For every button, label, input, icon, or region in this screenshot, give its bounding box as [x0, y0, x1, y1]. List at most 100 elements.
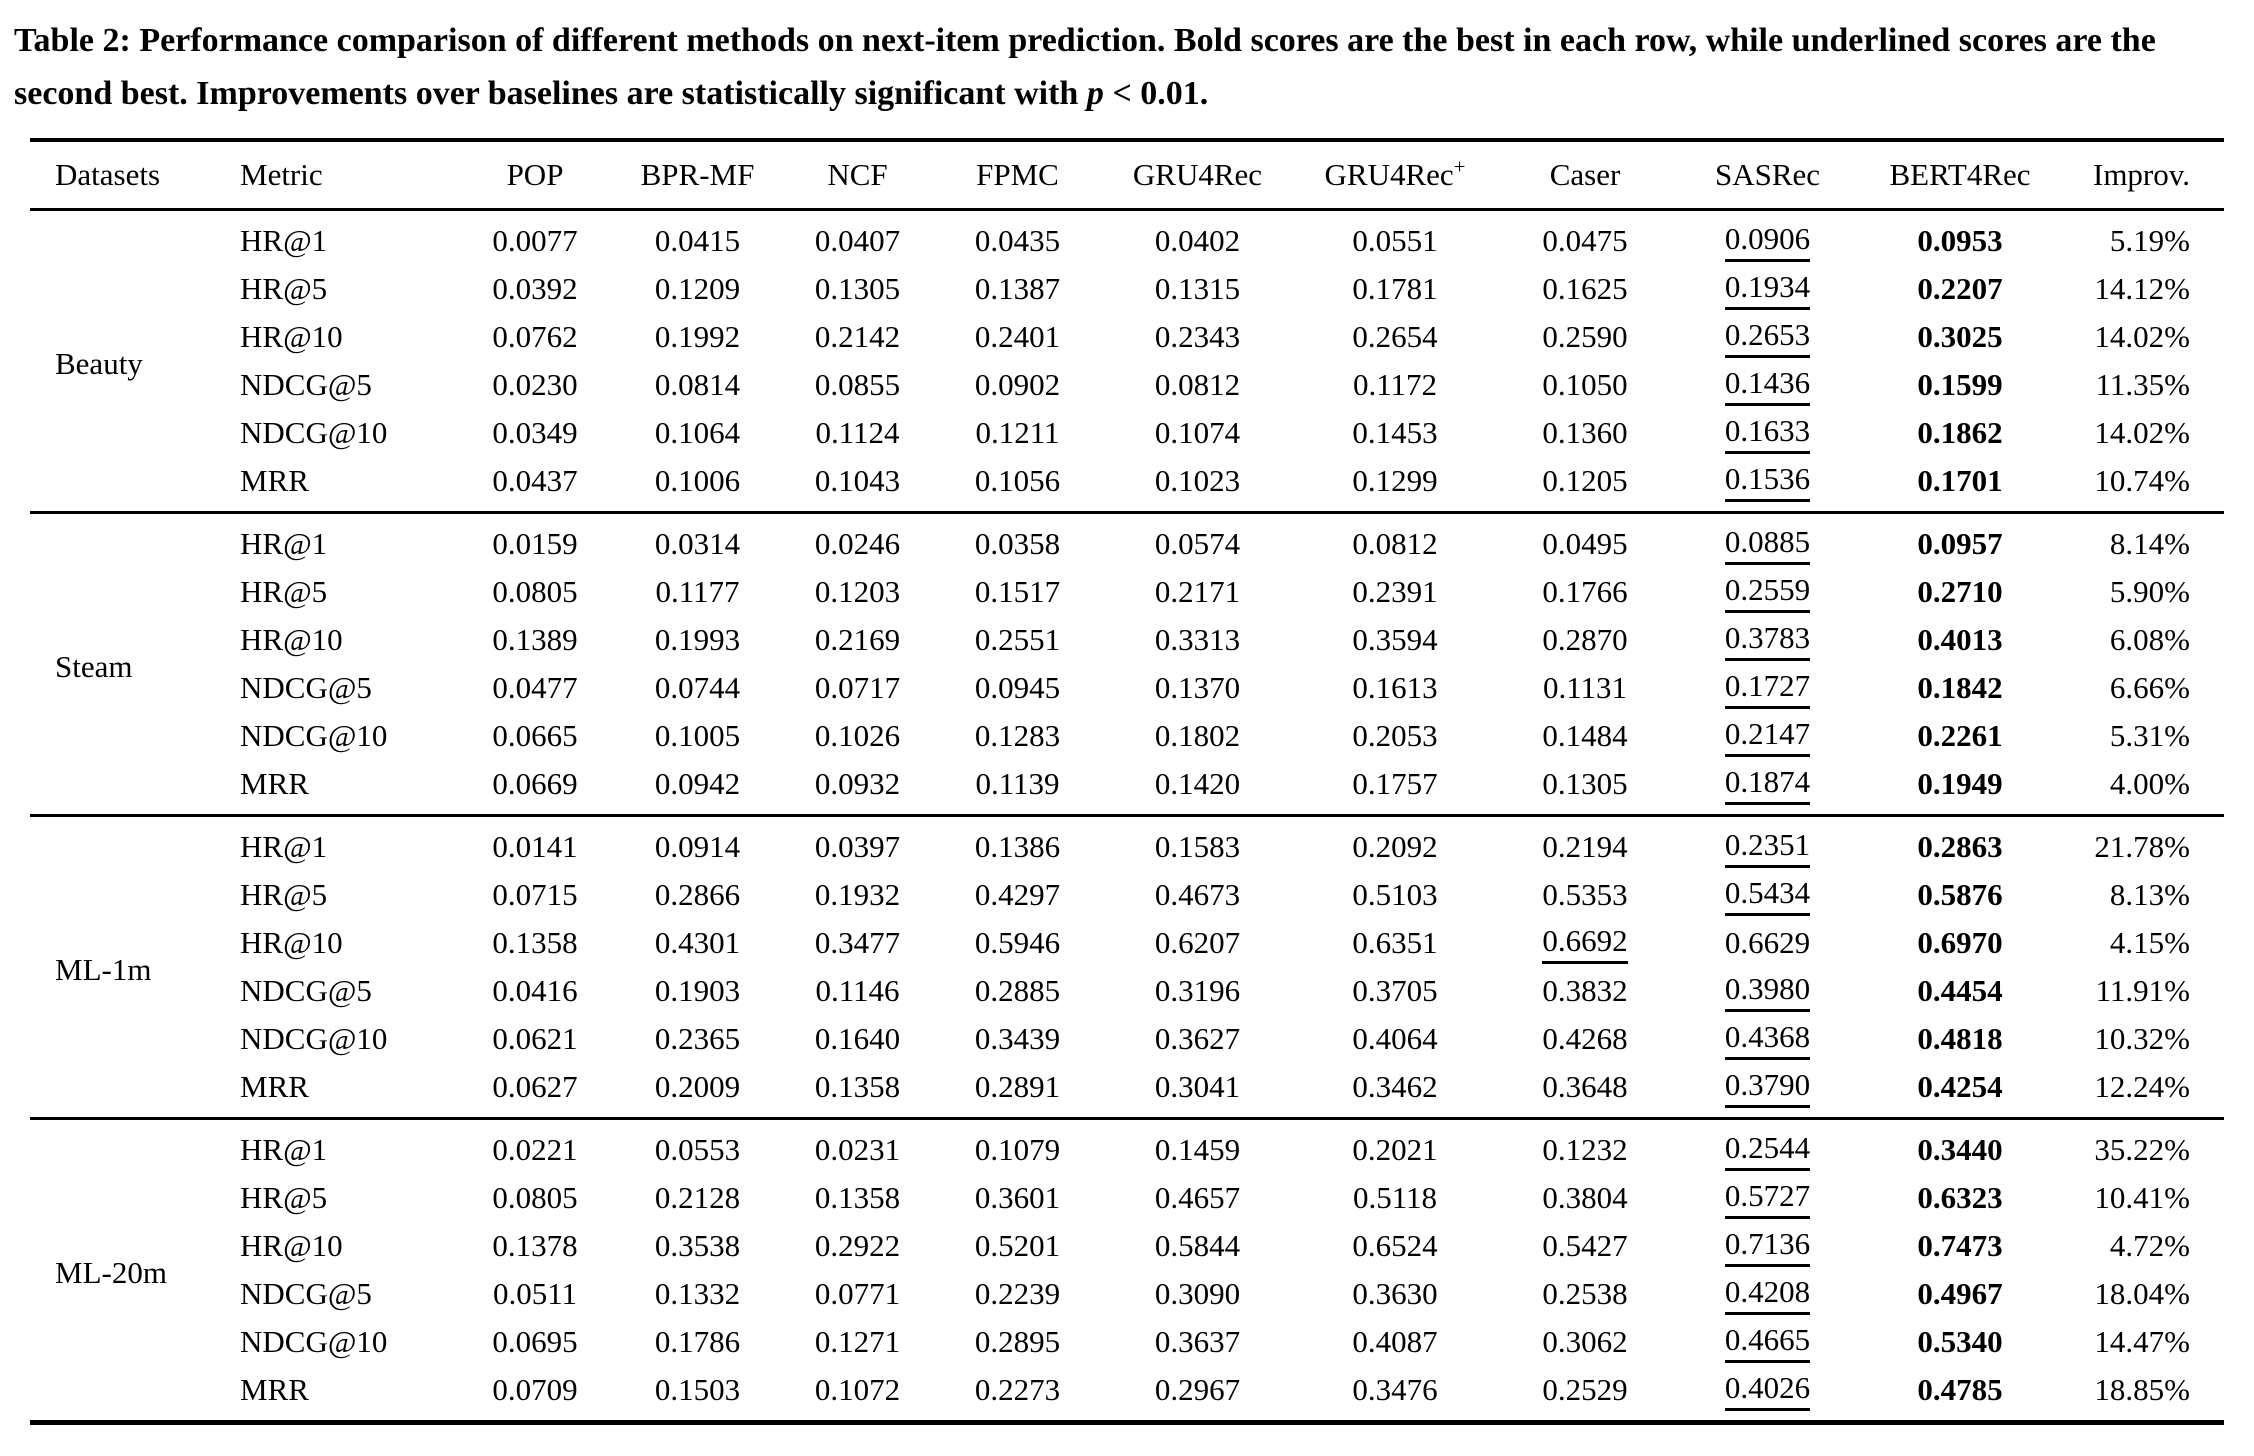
score-value: 0.1271 — [814, 1324, 901, 1359]
column-header-caser: Caser — [1549, 157, 1621, 192]
metric-label: MRR — [240, 1372, 309, 1407]
score-value: 0.0077 — [492, 223, 578, 258]
column-header-bpr-mf: BPR-MF — [640, 157, 755, 192]
score-cell: 0.2538 — [1495, 1270, 1675, 1318]
best-score: 0.5876 — [1917, 877, 2003, 912]
score-value: 0.1305 — [814, 271, 901, 306]
table-row: NDCG@10 0.0621 0.2365 0.1640 0.3439 0.3627 0.4… — [30, 1015, 2224, 1063]
score-cell: 0.1874 — [1675, 760, 1860, 816]
score-cell: 0.2142 — [780, 313, 935, 361]
score-value: 0.0945 — [974, 670, 1061, 705]
score-cell: 0.1315 — [1100, 265, 1295, 313]
metric-label: HR@5 — [240, 1180, 328, 1215]
score-value: 0.1625 — [1542, 271, 1628, 306]
score-value: 0.1131 — [1542, 670, 1628, 705]
score-cell: 0.1056 — [935, 457, 1100, 513]
score-cell: 0.2866 — [615, 871, 780, 919]
score-cell: 0.4301 — [615, 919, 780, 967]
score-cell: 0.0669 — [455, 760, 615, 816]
score-cell: 0.0812 — [1295, 513, 1495, 569]
score-cell: 0.1536 — [1675, 457, 1860, 513]
score-value: 0.0762 — [492, 319, 578, 354]
score-cell: 0.3041 — [1100, 1063, 1295, 1119]
score-cell: 0.2885 — [935, 967, 1100, 1015]
score-cell: 0.1023 — [1100, 457, 1295, 513]
score-value: 0.0551 — [1352, 223, 1438, 258]
score-value: 0.2538 — [1542, 1276, 1628, 1311]
score-cell: 0.2863 — [1860, 816, 2060, 872]
score-value: 0.1074 — [1154, 415, 1241, 450]
score-cell: 0.0392 — [455, 265, 615, 313]
score-cell: 0.1079 — [935, 1119, 1100, 1175]
score-value: 0.2273 — [974, 1372, 1061, 1407]
best-score: 0.2207 — [1917, 271, 2003, 306]
score-value: 0.1453 — [1352, 415, 1438, 450]
score-cell: 0.1232 — [1495, 1119, 1675, 1175]
score-cell: 0.2654 — [1295, 313, 1495, 361]
score-cell: 0.1124 — [780, 409, 935, 457]
score-cell: 0.4665 — [1675, 1318, 1860, 1366]
metric-label: NDCG@10 — [240, 1021, 388, 1056]
score-value: 0.0717 — [814, 670, 901, 705]
score-cell: 0.0437 — [455, 457, 615, 513]
score-cell: 0.3980 — [1675, 967, 1860, 1015]
improvement-cell: 6.08% — [2109, 622, 2190, 657]
score-value: 0.3648 — [1542, 1069, 1628, 1104]
score-cell: 0.4087 — [1295, 1318, 1495, 1366]
best-score: 0.3440 — [1917, 1132, 2003, 1167]
score-cell: 0.0511 — [455, 1270, 615, 1318]
column-header-ncf: NCF — [827, 157, 888, 192]
score-cell: 0.4454 — [1860, 967, 2060, 1015]
score-value: 0.1005 — [654, 718, 741, 753]
score-cell: 0.0397 — [780, 816, 935, 872]
second-best-score: 0.3783 — [1724, 620, 1811, 661]
score-cell: 0.1299 — [1295, 457, 1495, 513]
score-cell: 0.5876 — [1860, 871, 2060, 919]
score-value: 0.2092 — [1352, 829, 1438, 864]
score-value: 0.4297 — [974, 877, 1061, 912]
score-cell: 0.0953 — [1860, 210, 2060, 266]
table-row: Beauty HR@1 0.0077 0.0415 0.0407 0.0435 0.0402… — [30, 210, 2224, 382]
score-cell: 0.0945 — [935, 664, 1100, 712]
metric-label: HR@1 — [240, 829, 328, 864]
score-cell: 0.1146 — [780, 967, 935, 1015]
score-cell: 0.5118 — [1295, 1174, 1495, 1222]
score-value: 0.0942 — [654, 766, 741, 801]
column-header-improv-: Improv. — [2093, 157, 2190, 192]
score-cell: 0.3630 — [1295, 1270, 1495, 1318]
improvement-cell: 5.19% — [2109, 223, 2190, 258]
score-value: 0.2895 — [974, 1324, 1061, 1359]
score-value: 0.1358 — [492, 925, 578, 960]
score-cell: 0.1517 — [935, 568, 1100, 616]
score-value: 0.1786 — [654, 1324, 741, 1359]
score-cell: 0.5353 — [1495, 871, 1675, 919]
table-row: HR@10 0.1378 0.3538 0.2922 0.5201 0.5844 0.652… — [30, 1222, 2224, 1270]
score-cell: 0.5201 — [935, 1222, 1100, 1270]
score-cell: 0.6970 — [1860, 919, 2060, 967]
score-cell: 0.2171 — [1100, 568, 1295, 616]
metric-label: HR@1 — [240, 1132, 328, 1167]
best-score: 0.4254 — [1917, 1069, 2003, 1104]
score-cell: 0.6351 — [1295, 919, 1495, 967]
second-best-score: 0.0885 — [1724, 524, 1811, 565]
caption-math-tail: < 0.01. — [1103, 75, 1209, 112]
score-cell: 0.2391 — [1295, 568, 1495, 616]
score-value: 0.1389 — [492, 622, 578, 657]
column-header-gru4rec: GRU4Rec — [1132, 157, 1263, 192]
improvement-cell: 11.91% — [2095, 973, 2190, 1008]
table-row: NDCG@5 0.0477 0.0744 0.0717 0.0945 0.1370 0.16… — [30, 664, 2224, 712]
score-cell: 0.1599 — [1860, 361, 2060, 409]
score-cell: 0.0805 — [455, 568, 615, 616]
score-value: 0.0855 — [814, 367, 901, 402]
score-value: 0.2021 — [1352, 1132, 1438, 1167]
score-value: 0.4064 — [1352, 1021, 1438, 1056]
score-value: 0.2551 — [974, 622, 1061, 657]
score-value: 0.1332 — [654, 1276, 741, 1311]
score-cell: 0.0957 — [1860, 513, 2060, 569]
score-cell: 0.0477 — [455, 664, 615, 712]
score-value: 0.3594 — [1352, 622, 1438, 657]
score-value: 0.2009 — [654, 1069, 741, 1104]
score-cell: 0.0695 — [455, 1318, 615, 1366]
second-best-score: 0.3790 — [1724, 1067, 1811, 1108]
score-value: 0.0695 — [492, 1324, 578, 1359]
